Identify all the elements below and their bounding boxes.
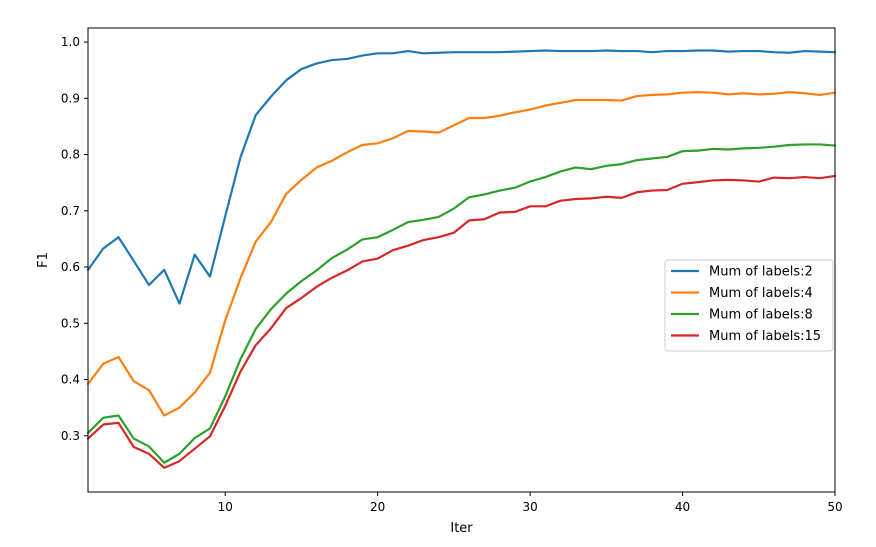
series-line-3 [86, 143, 837, 464]
legend-label-2: Mum of labels:4 [709, 286, 813, 301]
y-tick-label: 0.3 [61, 429, 80, 443]
series-line-1 [86, 49, 837, 305]
legend-box [664, 259, 834, 352]
legend-label-1: Mum of labels:2 [709, 265, 813, 280]
x-tick-label: 20 [370, 500, 385, 514]
x-axis-label: Iter [450, 521, 473, 536]
y-tick-label: 1.0 [61, 35, 80, 49]
y-tick-label: 0.5 [61, 316, 80, 330]
y-tick-label: 0.7 [61, 204, 80, 218]
x-tick-label: 50 [827, 500, 842, 514]
x-tick-label: 10 [218, 500, 233, 514]
legend-label-3: Mum of labels:8 [709, 308, 813, 323]
x-tick-label: 30 [522, 500, 537, 514]
y-axis-label: F1 [36, 252, 51, 268]
y-tick-label: 0.6 [61, 260, 80, 274]
legend-label-4: Mum of labels:15 [709, 329, 821, 344]
y-tick-label: 0.8 [61, 148, 80, 162]
series-line-4 [86, 174, 837, 469]
series-layer [86, 49, 837, 469]
legend: Mum of labels:2 Mum of labels:4 Mum of lab… [664, 259, 834, 352]
series-line-2 [86, 91, 837, 417]
y-tick-label: 0.4 [61, 373, 80, 387]
y-tick-label: 0.9 [61, 91, 80, 105]
x-tick-label: 40 [675, 500, 690, 514]
ticks-layer: 10 20 30 40 50 0.3 0.4 0.5 0.6 0.7 0.8 0.9 1.0 [61, 35, 843, 514]
plot-frame [87, 27, 836, 493]
